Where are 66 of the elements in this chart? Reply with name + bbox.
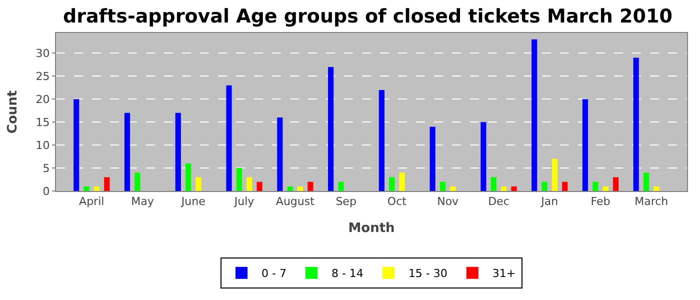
bar bbox=[643, 172, 650, 191]
bar bbox=[236, 168, 242, 191]
bar bbox=[542, 182, 548, 191]
bar bbox=[328, 66, 334, 191]
bar bbox=[84, 186, 90, 191]
bar bbox=[399, 172, 405, 191]
bar bbox=[532, 39, 538, 191]
legend-label: 15 - 30 bbox=[408, 267, 448, 280]
bar bbox=[511, 186, 517, 191]
bar bbox=[430, 126, 436, 191]
x-tick-label: March bbox=[634, 195, 668, 208]
x-tick-label: Oct bbox=[387, 195, 408, 208]
bar bbox=[124, 112, 130, 191]
bar bbox=[592, 182, 598, 191]
bar bbox=[226, 85, 232, 191]
legend-label: 8 - 14 bbox=[331, 267, 364, 280]
x-tick-label: Nov bbox=[437, 195, 460, 208]
bar bbox=[552, 158, 558, 191]
y-tick-label: 10 bbox=[36, 138, 50, 152]
bar bbox=[94, 186, 100, 191]
legend-label: 31+ bbox=[492, 267, 516, 280]
y-tick-label: 0 bbox=[42, 184, 50, 198]
bar bbox=[104, 177, 110, 191]
bar bbox=[297, 186, 304, 191]
bar bbox=[246, 177, 252, 191]
x-tick-label: June bbox=[180, 195, 206, 208]
bar bbox=[389, 177, 395, 191]
y-tick-label: 30 bbox=[36, 47, 50, 60]
bar bbox=[175, 112, 181, 191]
bar bbox=[490, 177, 496, 191]
x-tick-label: April bbox=[79, 195, 104, 208]
bar bbox=[74, 99, 80, 191]
x-tick-label: Dec bbox=[488, 195, 510, 208]
x-tick-label: Jan bbox=[540, 195, 558, 208]
bar bbox=[308, 182, 314, 191]
bar bbox=[562, 182, 568, 191]
bar bbox=[134, 172, 140, 191]
y-tick-label: 25 bbox=[36, 70, 50, 84]
bar bbox=[633, 58, 639, 191]
x-tick-label: August bbox=[276, 195, 316, 208]
bar bbox=[582, 99, 588, 191]
x-tick-label: Sep bbox=[336, 195, 356, 208]
bar bbox=[256, 182, 262, 191]
x-tick-label: Feb bbox=[590, 195, 610, 208]
legend-label: 0 - 7 bbox=[262, 267, 286, 280]
bar bbox=[440, 182, 446, 191]
bar bbox=[186, 163, 192, 191]
bar bbox=[338, 182, 344, 191]
x-axis-title: Month bbox=[348, 220, 395, 236]
bar bbox=[196, 177, 202, 191]
bar bbox=[501, 186, 507, 191]
bar bbox=[654, 186, 660, 191]
bar bbox=[480, 122, 486, 191]
y-tick-label: 5 bbox=[42, 162, 50, 175]
bar bbox=[287, 186, 293, 191]
y-tick-label: 15 bbox=[36, 116, 50, 129]
bar bbox=[612, 177, 619, 191]
bar bbox=[602, 186, 608, 191]
bar bbox=[378, 90, 384, 191]
y-tick-label: 20 bbox=[36, 92, 50, 106]
y-axis-title: Count bbox=[6, 90, 21, 134]
bar bbox=[277, 118, 283, 191]
bar bbox=[450, 186, 456, 191]
x-tick-label: July bbox=[233, 195, 255, 208]
x-tick-label: May bbox=[131, 195, 154, 208]
chart-title: drafts-approval Age groups of closed tickets March 2010 bbox=[63, 5, 672, 28]
